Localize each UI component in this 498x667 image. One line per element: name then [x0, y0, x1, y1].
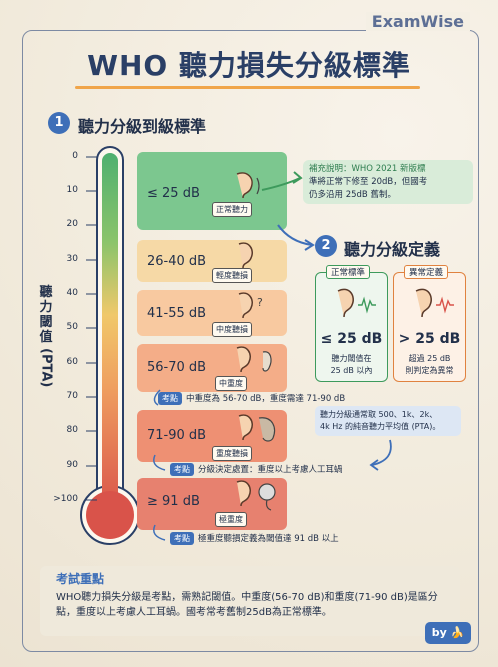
border-frame — [22, 30, 479, 652]
card-header: 正常標準 — [326, 265, 371, 279]
page-title: WHO 聽力損失分級標準 — [87, 49, 411, 82]
section1-title: 聽力分級到級標準 — [78, 117, 207, 136]
tick-label: >100 — [53, 494, 78, 504]
y-axis-char: 閾 — [39, 315, 53, 330]
byline-badge: by 🍌 — [425, 622, 471, 644]
ear-cochlear-implant-icon — [236, 480, 276, 511]
band-tag: 正常聽力 — [212, 202, 252, 217]
supplement-note: 補充說明：WHO 2021 新版標 準將正常下修至 20dB，但國考 仍多沿用 … — [303, 160, 473, 204]
exam-focus-title: 考試重點 — [56, 572, 105, 586]
tick-label: 40 — [66, 288, 78, 298]
title-underline — [75, 86, 420, 89]
section1-number: 1 — [48, 112, 70, 134]
band-moderately-severe: 56-70 dB 中重度 — [137, 344, 287, 392]
band-db-label: 56-70 dB — [147, 360, 207, 375]
ear-waveform-icon — [415, 288, 454, 318]
pta-note: 聽力分級通常取 500、1k、2k、 4k Hz 的純音聽力平均值 (PTA)。 — [315, 406, 461, 436]
tick-label: 60 — [66, 357, 78, 367]
svg-text:?: ? — [257, 296, 263, 309]
pta-note-line: 聽力分級通常取 500、1k、2k、 — [320, 410, 438, 419]
card-text-line: 25 dB 以內 — [330, 366, 373, 375]
supplement-line: 補充說明：WHO 2021 新版標 — [309, 164, 426, 174]
ear-question-icon: ? — [238, 292, 263, 319]
exam-point-tag: 考點 — [170, 532, 194, 545]
card-text-line: 則判定為異常 — [405, 366, 454, 375]
card-header: 異常定義 — [404, 265, 449, 279]
band-tag: 中重度 — [215, 376, 247, 391]
band-db-label: ≤ 25 dB — [147, 186, 200, 201]
band-normal: ≤ 25 dB 正常聽力 — [137, 152, 287, 230]
card-text: 超過 25 dB 則判定為異常 — [394, 353, 465, 377]
band-mild: 26-40 dB 輕度聽損 — [137, 240, 287, 283]
band-tag: 極重度 — [215, 512, 247, 527]
exam-point-text: 中重度為 56-70 dB，重度需達 71-90 dB — [186, 394, 346, 404]
card-text-line: 聽力閾值在 — [331, 354, 372, 363]
y-axis-char: 聽 — [39, 285, 53, 300]
tick-label: 30 — [66, 254, 78, 264]
normal-standard-card: 正常標準 ≤ 25 dB 聽力閾值在 25 dB 以內 — [315, 265, 388, 382]
thermometer-icon — [80, 146, 140, 545]
card-text-line: 超過 25 dB — [408, 354, 451, 363]
exam-focus-body: WHO聽力損失分級是考點，需熟記閾值。中重度(56-70 dB)和重度(71-9… — [56, 592, 438, 618]
tick-label: 70 — [66, 391, 78, 401]
band-db-label: 71-90 dB — [147, 428, 207, 443]
y-axis-unit: (PTA) — [38, 348, 54, 388]
tick-label: 50 — [66, 322, 78, 332]
tick-label: 90 — [66, 460, 78, 470]
card-text: 聽力閾值在 25 dB 以內 — [316, 353, 387, 377]
ear-icon — [236, 172, 260, 199]
brand-logo: ExamWise — [365, 12, 470, 31]
supplement-line: 準將正常下修至 20dB，但國考 — [309, 177, 428, 187]
exam-point-tag: 考點 — [158, 392, 182, 405]
tick-label: 20 — [66, 219, 78, 229]
card-value: > 25 dB — [398, 331, 461, 347]
y-axis-char: 值 — [39, 330, 53, 345]
exam-point-tag: 考點 — [170, 463, 194, 476]
band-tag: 中度聽損 — [212, 322, 252, 337]
tick-label: 80 — [66, 425, 78, 435]
band-tag: 重度聽損 — [212, 446, 252, 461]
supplement-line: 仍多沿用 25dB 舊制。 — [309, 190, 396, 200]
ear-icon — [238, 242, 253, 269]
exam-point-note: 考點 分級決定處置：重度以上考慮人工耳蝸 — [170, 463, 343, 476]
section2-title: 聽力分級定義 — [344, 240, 441, 259]
exam-point-text: 極重度聽損定義為閾值達 91 dB 以上 — [198, 534, 339, 544]
exam-focus-box: 考試重點 WHO聽力損失分級是考點，需熟記閾值。中重度(56-70 dB)和重度… — [40, 566, 460, 636]
ear-waveform-icon — [337, 288, 376, 318]
ear-hearing-aid-icon — [236, 346, 272, 373]
band-db-label: ≥ 91 dB — [147, 494, 200, 509]
band-moderate: 41-55 dB 中度聽損 ? — [137, 290, 287, 337]
section2-number: 2 — [315, 235, 337, 257]
abnormal-definition-card: 異常定義 > 25 dB 超過 25 dB 則判定為異常 — [393, 265, 466, 382]
exam-point-note: 考點 極重度聽損定義為閾值達 91 dB 以上 — [170, 532, 339, 545]
y-axis-char: 力 — [39, 300, 53, 315]
band-db-label: 41-55 dB — [147, 306, 207, 321]
card-value: ≤ 25 dB — [320, 331, 383, 347]
exam-point-note: 考點 中重度為 56-70 dB，重度需達 71-90 dB — [158, 392, 345, 405]
band-db-label: 26-40 dB — [147, 254, 207, 269]
y-axis-label: 聽 力 閾 值 (PTA) — [38, 285, 54, 387]
pta-note-line: 4k Hz 的純音聽力平均值 (PTA)。 — [320, 422, 441, 431]
band-profound: ≥ 91 dB 極重度 — [137, 478, 287, 530]
ear-hearing-aid-icon — [238, 414, 276, 442]
tick-label: 10 — [66, 185, 78, 195]
tick-label: 0 — [72, 151, 78, 161]
band-tag: 輕度聽損 — [212, 268, 252, 283]
exam-point-text: 分級決定處置：重度以上考慮人工耳蝸 — [198, 465, 343, 475]
band-severe: 71-90 dB 重度聽損 — [137, 410, 287, 462]
